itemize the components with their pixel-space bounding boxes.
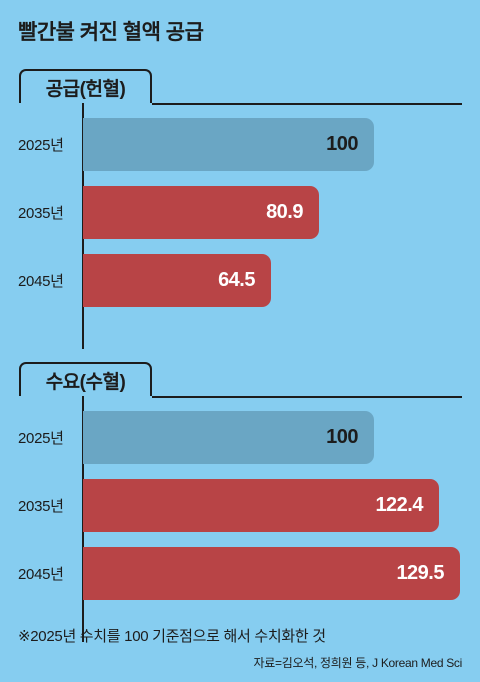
- footnote: ※2025년 수치를 100 기준점으로 해서 수치화한 것: [18, 628, 326, 645]
- bar-3: 129.5: [83, 547, 460, 600]
- bar-value-label: 129.5: [396, 562, 444, 584]
- bar-value-label: 80.9: [266, 201, 303, 223]
- category-label: 2035년: [18, 498, 64, 515]
- bar-2: 80.9: [83, 186, 319, 239]
- section-title: 수요(수혈): [19, 362, 152, 396]
- category-label: 2045년: [18, 566, 64, 583]
- section-rule: [152, 396, 462, 398]
- bar-value-label: 122.4: [375, 494, 423, 516]
- category-label: 2025년: [18, 137, 64, 154]
- chart-headline: 빨간불 켜진 혈액 공급: [18, 21, 204, 44]
- bar-value-label: 100: [326, 426, 358, 448]
- bar-1: 100: [83, 118, 374, 171]
- bar-value-label: 64.5: [218, 269, 255, 291]
- category-label: 2045년: [18, 273, 64, 290]
- section-title: 공급(헌혈): [19, 69, 152, 103]
- section-rule: [152, 103, 462, 105]
- bar-1: 100: [83, 411, 374, 464]
- bar-2: 122.4: [83, 479, 439, 532]
- bar-3: 64.5: [83, 254, 271, 307]
- source-credit: 자료=김오석, 정희원 등, J Korean Med Sci: [253, 656, 463, 670]
- bar-value-label: 100: [326, 133, 358, 155]
- category-label: 2035년: [18, 205, 64, 222]
- category-label: 2025년: [18, 430, 64, 447]
